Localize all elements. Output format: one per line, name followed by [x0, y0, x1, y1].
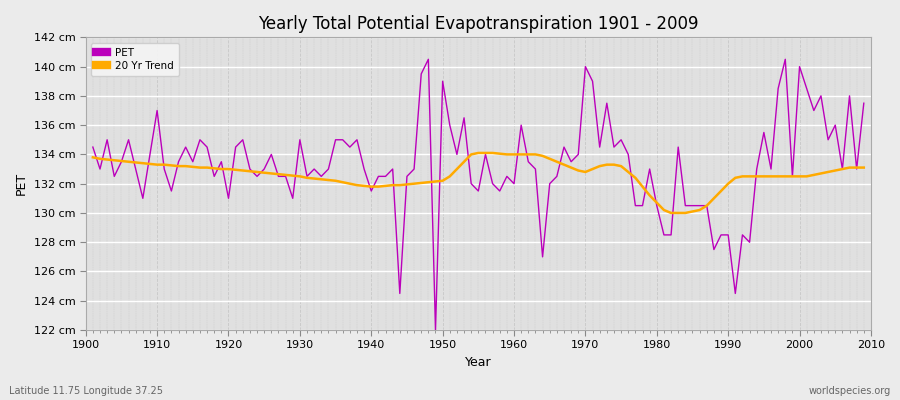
Text: worldspecies.org: worldspecies.org [809, 386, 891, 396]
PET [87, 145, 98, 150]
20 Yr Trend [472, 150, 483, 155]
PET [145, 152, 156, 157]
PET [345, 145, 356, 150]
20 Yr Trend [87, 155, 98, 160]
PET [859, 101, 869, 106]
20 Yr Trend [345, 181, 356, 186]
Text: Latitude 11.75 Longitude 37.25: Latitude 11.75 Longitude 37.25 [9, 386, 163, 396]
PET [430, 328, 441, 332]
Y-axis label: PET: PET [15, 172, 28, 195]
Line: 20 Yr Trend: 20 Yr Trend [93, 153, 864, 213]
PET [302, 174, 312, 179]
20 Yr Trend [145, 162, 156, 166]
Line: PET: PET [93, 59, 864, 330]
PET [516, 123, 526, 128]
PET [608, 145, 619, 150]
PET [423, 57, 434, 62]
20 Yr Trend [508, 152, 519, 157]
PET [523, 159, 534, 164]
Title: Yearly Total Potential Evapotranspiration 1901 - 2009: Yearly Total Potential Evapotranspiratio… [258, 15, 698, 33]
X-axis label: Year: Year [465, 356, 491, 369]
20 Yr Trend [302, 176, 312, 180]
20 Yr Trend [601, 162, 612, 167]
20 Yr Trend [859, 165, 869, 170]
Legend: PET, 20 Yr Trend: PET, 20 Yr Trend [91, 42, 179, 76]
20 Yr Trend [516, 152, 526, 157]
20 Yr Trend [666, 210, 677, 215]
